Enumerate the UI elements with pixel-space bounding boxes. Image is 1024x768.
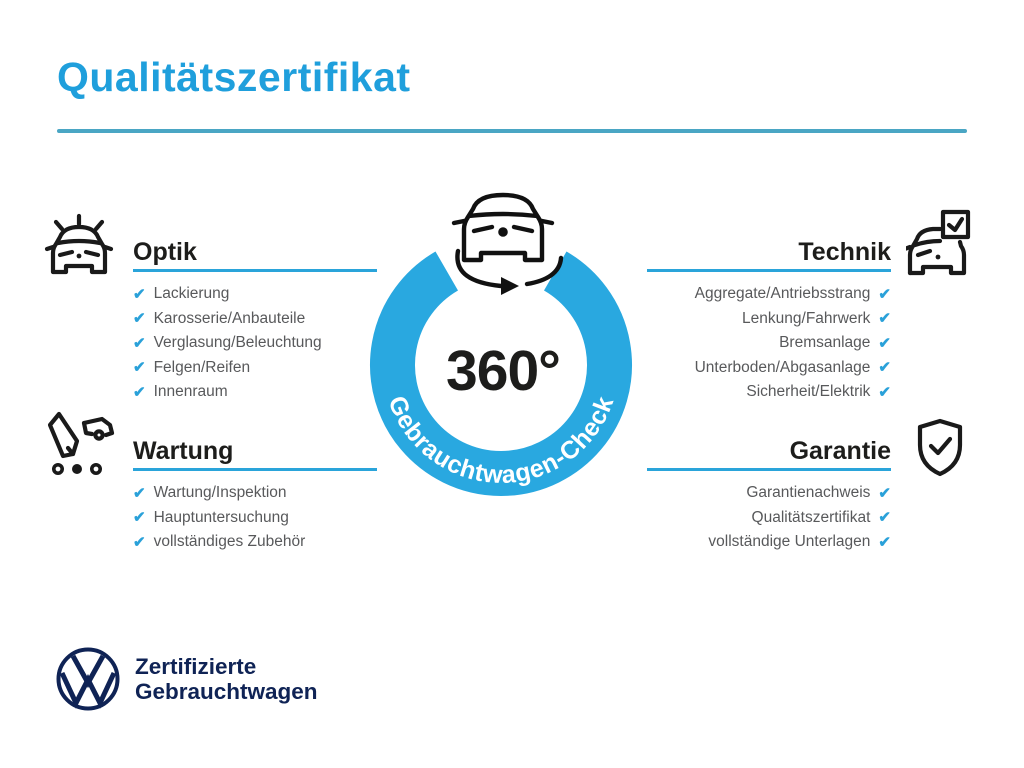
- check-icon: ✔: [133, 310, 146, 328]
- pencil-van-icon: [47, 411, 115, 475]
- section-garantie-title: Garantie: [789, 437, 891, 465]
- check-icon: ✔: [878, 310, 891, 328]
- check-item: Sicherheit/Elektrik ✔: [647, 380, 891, 405]
- check-item-label: Bremsanlage: [779, 334, 871, 352]
- check-icon: ✔: [133, 383, 146, 401]
- section-technik-title: Technik: [798, 238, 891, 266]
- check-item-label: Garantienachweis: [746, 484, 871, 502]
- check-item: ✔ Hauptuntersuchung: [133, 506, 377, 531]
- section-optik: Optik ✔ Lackierung ✔ Karosserie/Anbautei…: [133, 238, 377, 405]
- check-item-label: Hauptuntersuchung: [153, 508, 289, 526]
- check-item-label: Lenkung/Fahrwerk: [742, 309, 871, 327]
- check-icon: ✔: [133, 359, 146, 377]
- check-item: ✔ Felgen/Reifen: [133, 356, 377, 381]
- check-icon: ✔: [878, 484, 891, 502]
- section-optik-list: ✔ Lackierung ✔ Karosserie/Anbauteile ✔ V…: [133, 282, 377, 405]
- footer-claim-line2: Gebrauchtwagen: [135, 679, 318, 704]
- car-rotation-icon: [451, 192, 564, 289]
- rotation-arrowhead: [501, 277, 519, 295]
- check-item: Aggregate/Antriebsstrang ✔: [647, 282, 891, 307]
- check-item-label: Karosserie/Anbauteile: [153, 309, 306, 327]
- check-icon: ✔: [133, 484, 146, 502]
- check-item: ✔ Innenraum: [133, 380, 377, 405]
- check-icon: ✔: [133, 509, 146, 527]
- check-item: Bremsanlage ✔: [647, 331, 891, 356]
- vw-logo: [56, 647, 120, 711]
- check-item: Qualitätszertifikat ✔: [647, 506, 891, 531]
- check-icon: ✔: [878, 285, 891, 303]
- check-item-label: Verglasung/Beleuchtung: [153, 334, 322, 352]
- section-technik-divider: [647, 269, 891, 272]
- check-icon: ✔: [133, 334, 146, 352]
- check-item-label: Lackierung: [153, 285, 230, 303]
- car-shine-icon: [44, 213, 114, 275]
- check-icon: ✔: [878, 383, 891, 401]
- section-wartung-divider: [133, 468, 377, 471]
- badge-degrees-label: 360°: [446, 339, 560, 403]
- section-wartung: Wartung ✔ Wartung/Inspektion ✔ Hauptunte…: [133, 437, 377, 555]
- check-icon: ✔: [878, 509, 891, 527]
- footer-claim: Zertifizierte Gebrauchtwagen: [135, 654, 318, 704]
- check-item: ✔ Wartung/Inspektion: [133, 481, 377, 506]
- section-optik-title: Optik: [133, 238, 197, 266]
- page-title: Qualitätszertifikat: [57, 54, 411, 100]
- section-wartung-list: ✔ Wartung/Inspektion ✔ Hauptuntersuchung…: [133, 481, 377, 555]
- badge-ring: [370, 251, 632, 496]
- section-garantie-divider: [647, 468, 891, 471]
- section-wartung-title: Wartung: [133, 437, 234, 465]
- check-item-label: Unterboden/Abgasanlage: [694, 358, 871, 376]
- check-icon: ✔: [878, 359, 891, 377]
- section-technik-list: Aggregate/Antriebsstrang ✔ Lenkung/Fahrw…: [647, 282, 891, 405]
- check-item: Lenkung/Fahrwerk ✔: [647, 307, 891, 332]
- check-item: Garantienachweis ✔: [647, 481, 891, 506]
- shield-check-icon: [917, 418, 963, 477]
- check-item-label: Sicherheit/Elektrik: [746, 383, 871, 401]
- check-item: vollständige Unterlagen ✔: [647, 530, 891, 555]
- 360-check-badge: Gebrauchtwagen-Check 360°: [370, 192, 632, 496]
- check-icon: ✔: [133, 533, 146, 551]
- footer-claim-line1: Zertifizierte: [135, 654, 257, 679]
- check-item-label: Wartung/Inspektion: [153, 484, 287, 502]
- section-garantie-list: Garantienachweis ✔ Qualitätszertifikat ✔…: [647, 481, 891, 555]
- section-garantie: Garantie Garantienachweis ✔ Qualitätszer…: [647, 437, 891, 555]
- check-item-label: vollständige Unterlagen: [708, 533, 871, 551]
- check-item-label: Aggregate/Antriebsstrang: [694, 285, 871, 303]
- car-checkbox-icon: [906, 209, 971, 276]
- check-item: Unterboden/Abgasanlage ✔: [647, 356, 891, 381]
- check-icon: ✔: [878, 533, 891, 551]
- section-optik-divider: [133, 269, 377, 272]
- check-item: ✔ Verglasung/Beleuchtung: [133, 331, 377, 356]
- header-divider: [57, 129, 967, 133]
- check-item-label: Qualitätszertifikat: [751, 508, 871, 526]
- check-item-label: Innenraum: [153, 383, 228, 401]
- check-item: ✔ vollständiges Zubehör: [133, 530, 377, 555]
- check-icon: ✔: [133, 285, 146, 303]
- section-technik: Technik Aggregate/Antriebsstrang ✔ Lenku…: [647, 238, 891, 405]
- check-item-label: vollständiges Zubehör: [153, 533, 306, 551]
- check-item: ✔ Lackierung: [133, 282, 377, 307]
- check-item: ✔ Karosserie/Anbauteile: [133, 307, 377, 332]
- check-icon: ✔: [878, 334, 891, 352]
- check-item-label: Felgen/Reifen: [153, 358, 251, 376]
